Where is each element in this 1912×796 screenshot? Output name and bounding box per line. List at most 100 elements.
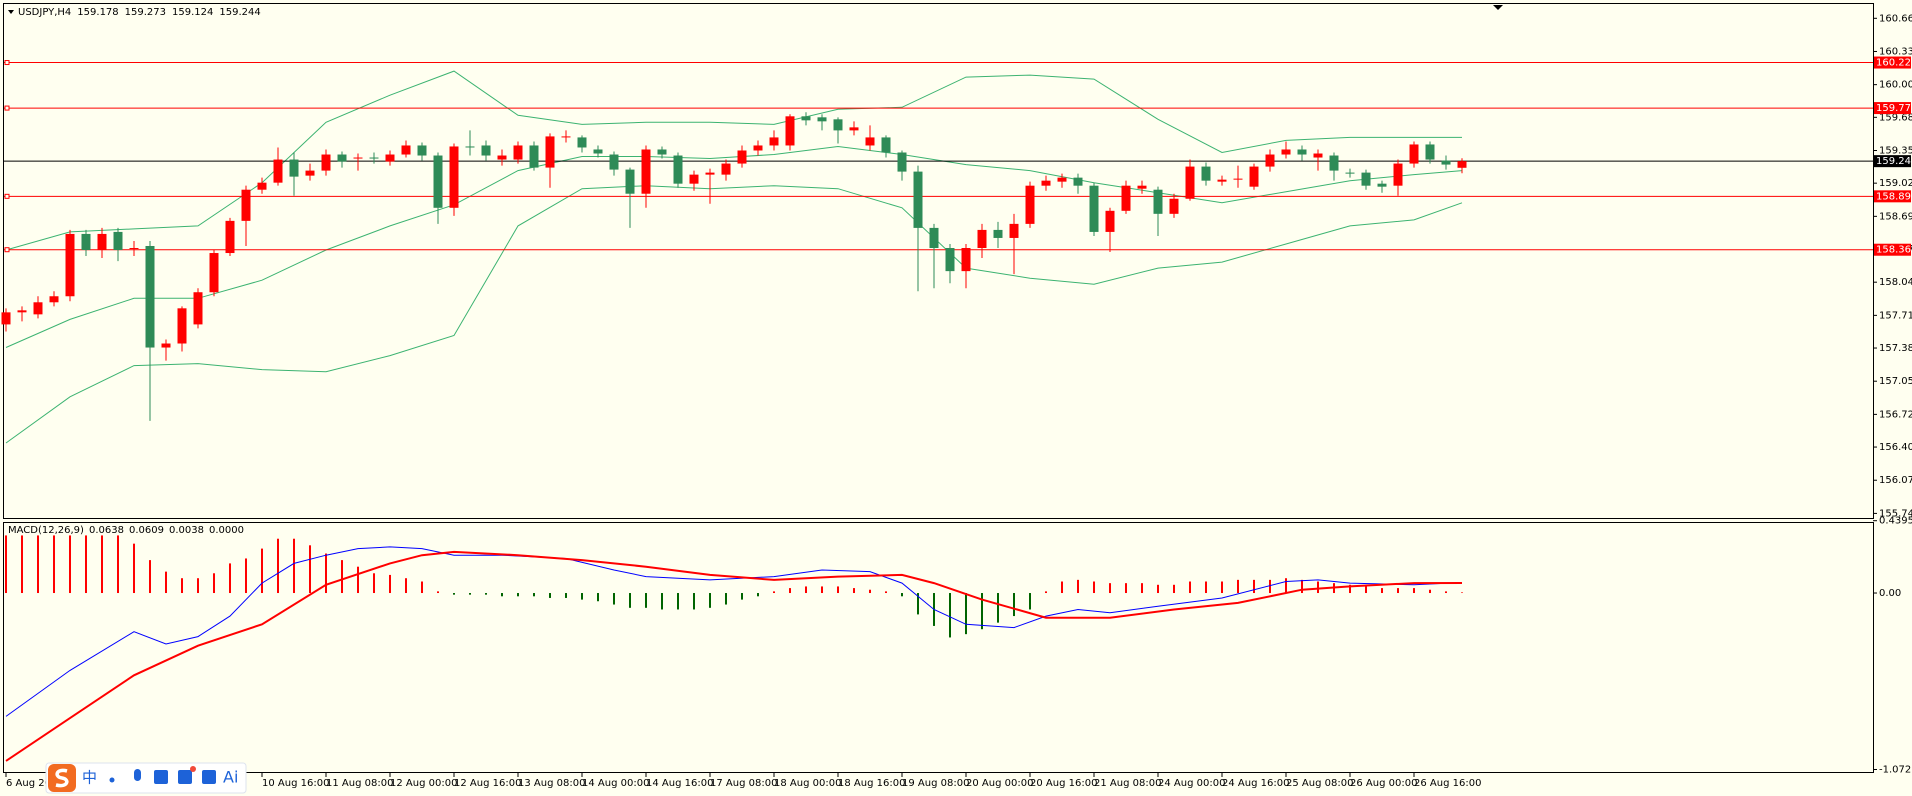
y-tick-label: -1.0725 (1879, 765, 1912, 776)
x-tick-label: 18 Aug 16:00 (838, 778, 905, 789)
y-tick-label: 0.00 (1879, 588, 1901, 599)
candle-body (385, 154, 395, 162)
candle-body (1041, 180, 1051, 186)
x-tick-label: 19 Aug 08:00 (902, 778, 969, 789)
candle-body (1329, 155, 1339, 171)
candle-body (1233, 178, 1243, 180)
ime-logo-mark (55, 768, 69, 788)
candle-body (961, 248, 971, 272)
candle-body (97, 233, 107, 251)
candle-body (817, 117, 827, 122)
y-tick-label: 157.385 (1879, 343, 1912, 354)
y-tick-label: 156.400 (1879, 442, 1912, 453)
ime-keyboard (154, 770, 168, 784)
candle-body (1361, 172, 1371, 186)
candle-body (417, 145, 427, 156)
macd-title: MACD(12,26,9) (8, 525, 84, 536)
x-tick-label: 6 Aug 202 (6, 778, 57, 789)
candle-body (1393, 163, 1403, 186)
x-tick-label: 26 Aug 00:00 (1350, 778, 1417, 789)
ohlc-value: 159.178 (77, 7, 118, 18)
candle-body (1409, 144, 1419, 164)
candle-body (753, 145, 763, 151)
candle-body (49, 296, 59, 303)
candle-body (497, 155, 507, 160)
candle-body (721, 163, 731, 175)
candle-body (481, 145, 491, 156)
y-tick-label: 0.4395 (1879, 516, 1912, 527)
level-anchor (4, 193, 10, 199)
ime-ai: Ai (223, 768, 238, 787)
candle-body (1297, 149, 1307, 155)
candle-body (209, 253, 219, 293)
candle-body (241, 189, 251, 221)
macd-value: 0.0638 (89, 525, 124, 536)
level-label: 158.363 (1876, 245, 1912, 256)
candle-body (145, 245, 155, 348)
candle-body (321, 154, 331, 171)
candle-body (1313, 153, 1323, 158)
candle-body (689, 174, 699, 184)
candle-body (1217, 179, 1227, 182)
level-label-bg (1874, 56, 1911, 69)
candle-body (305, 170, 315, 176)
candle-body (1025, 185, 1035, 224)
candle-body (1073, 177, 1083, 186)
x-tick-label: 21 Aug 08:00 (1094, 778, 1161, 789)
candle-body (1153, 189, 1163, 214)
candle-body (161, 343, 171, 348)
x-tick-label: 20 Aug 16:00 (1030, 778, 1097, 789)
macd-value: 0.0609 (129, 525, 164, 536)
candle-body (609, 154, 619, 170)
candle-body (913, 171, 923, 228)
candle-body (881, 137, 891, 153)
candle-body (593, 149, 603, 154)
candle-body (257, 182, 267, 190)
candle-body (1249, 166, 1259, 187)
candle-body (865, 137, 875, 146)
level-label: 158.894 (1876, 191, 1912, 202)
x-tick-label: 11 Aug 08:00 (326, 778, 393, 789)
x-tick-label: 25 Aug 08:00 (1286, 778, 1353, 789)
candle-body (1057, 177, 1067, 182)
x-tick-label: 12 Aug 16:00 (454, 778, 521, 789)
candle-body (561, 136, 571, 138)
level-anchor (4, 60, 10, 66)
y-tick-label: 160.665 (1879, 13, 1912, 24)
ime-badge (190, 766, 196, 772)
candle-body (849, 127, 859, 131)
level-label-bg (1874, 190, 1911, 203)
ime-mode: 中 (82, 769, 97, 787)
level-label-bg (1874, 243, 1911, 256)
level-anchor (4, 105, 10, 111)
candle-body (1377, 183, 1387, 187)
candle-body (929, 227, 939, 249)
candle-body (1169, 198, 1179, 214)
y-tick-label: 159.680 (1879, 112, 1912, 123)
ime-mic (134, 769, 141, 781)
candle-body (1345, 172, 1355, 174)
y-tick-label: 158.695 (1879, 211, 1912, 222)
candle-body (1009, 223, 1019, 238)
macd-value: 0.0000 (209, 525, 244, 536)
candle-body (705, 172, 715, 175)
bollinger-upper (5, 70, 1462, 251)
y-tick-label: 157.055 (1879, 376, 1912, 387)
ime-tools (202, 770, 216, 784)
ohlc-value: 159.124 (172, 7, 213, 18)
candle-body (801, 116, 811, 121)
candle-body (1, 312, 11, 325)
candle-body (529, 145, 539, 168)
ime-skin (178, 770, 192, 784)
candle-body (369, 157, 379, 159)
macd-readout: MACD(12,26,9) 0.0638 0.0609 0.0038 0.0000 (8, 525, 244, 536)
candle-body (129, 248, 139, 250)
x-tick-label: 18 Aug 00:00 (774, 778, 841, 789)
candle-body (33, 302, 43, 315)
ime-toolbar-bg (45, 762, 247, 794)
y-tick-label: 158.040 (1879, 277, 1912, 288)
candle-body (465, 146, 475, 148)
menu-arrow (8, 10, 14, 14)
y-tick-label: 159.025 (1879, 178, 1912, 189)
